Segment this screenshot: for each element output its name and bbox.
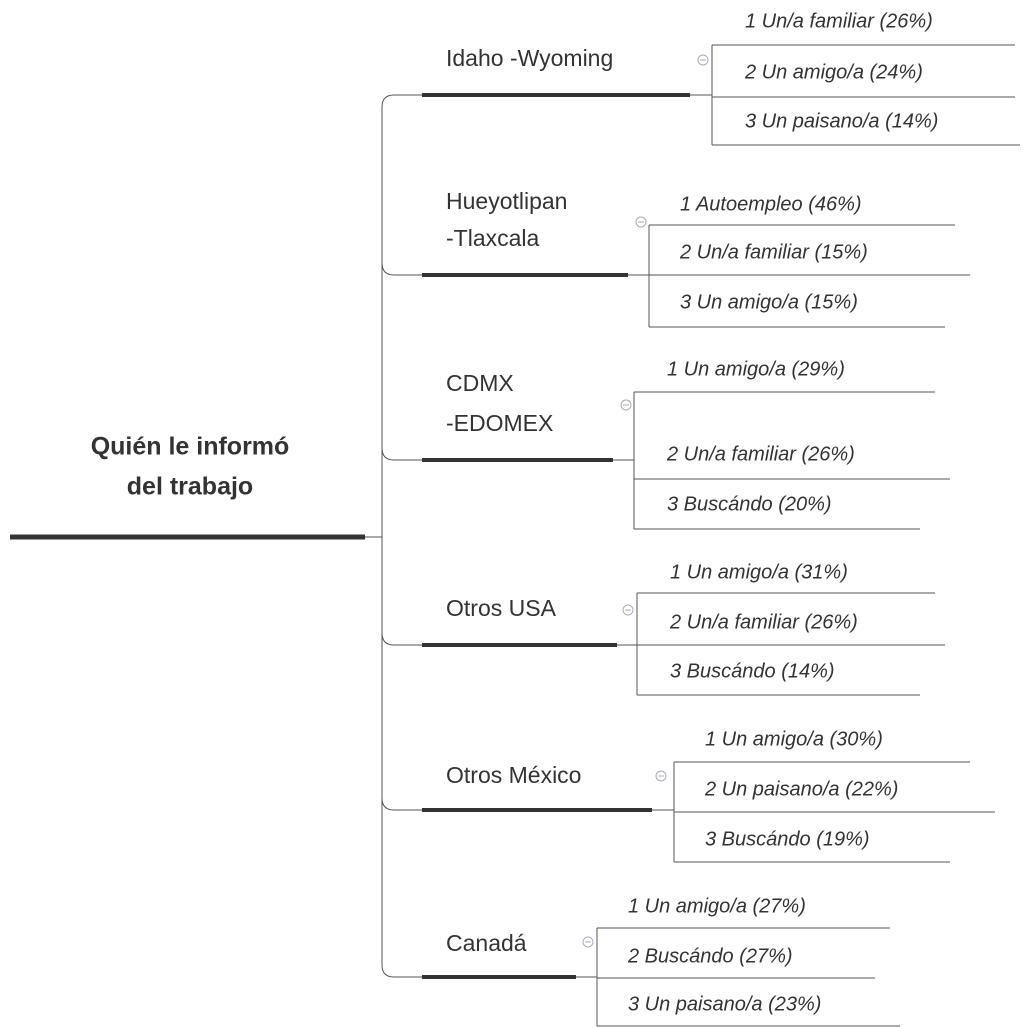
item-label: 3 Buscándo (20%) — [667, 493, 832, 515]
root-label: del trabajo — [127, 473, 253, 501]
branch-connector — [381, 632, 422, 646]
branch-label: Idaho -Wyoming — [446, 45, 613, 71]
item-label: 1 Un amigo/a (30%) — [705, 728, 883, 750]
root-label: Quién le informó — [91, 433, 290, 461]
item-label: 3 Un paisano/a (14%) — [745, 110, 938, 132]
item-label: 3 Un amigo/a (15%) — [680, 291, 858, 313]
branch-connector — [381, 797, 422, 811]
branch-label: -Tlaxcala — [446, 225, 540, 251]
item-label: 2 Un/a familiar (26%) — [669, 611, 858, 633]
branch-label: Otros USA — [446, 595, 557, 621]
item-label: 1 Un amigo/a (29%) — [667, 358, 845, 380]
item-label: 2 Un/a familiar (26%) — [666, 443, 855, 465]
branch-label: CDMX — [446, 370, 514, 396]
spine — [381, 94, 422, 978]
branch-label: -EDOMEX — [446, 410, 553, 436]
item-label: 1 Un amigo/a (27%) — [628, 895, 806, 917]
item-label: 3 Buscándo (14%) — [670, 660, 835, 682]
item-label: 3 Un paisano/a (23%) — [628, 993, 821, 1015]
branch-label: Canadá — [446, 930, 527, 956]
branch-label: Hueyotlipan — [446, 188, 567, 214]
branch-label: Otros México — [446, 762, 581, 788]
item-label: 2 Un amigo/a (24%) — [744, 61, 923, 83]
item-label: 1 Un/a familiar (26%) — [745, 10, 933, 32]
item-label: 1 Un amigo/a (31%) — [670, 561, 848, 583]
item-label: 2 Un paisano/a (22%) — [704, 778, 898, 800]
item-label: 1 Autoempleo (46%) — [680, 193, 862, 215]
branch-connector — [381, 447, 422, 461]
item-label: 2 Un/a familiar (15%) — [679, 241, 868, 263]
item-label: 3 Buscándo (19%) — [705, 828, 870, 850]
item-label: 2 Buscándo (27%) — [627, 945, 793, 967]
branch-connector — [381, 262, 422, 276]
